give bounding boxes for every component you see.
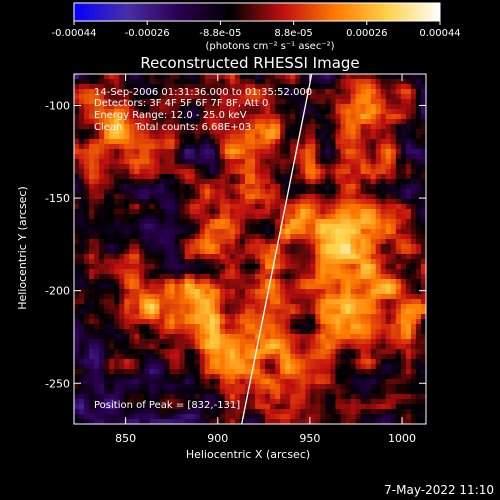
colorbar-ticks: -0.00044 -0.00026 -8.8e-05 8.8e-05 0.00026 0.… <box>52 21 461 39</box>
y-tick-label: -250 <box>45 377 70 390</box>
y-tick-label: -150 <box>45 192 70 205</box>
solar-limb-line <box>241 74 313 424</box>
x-tick-label: 1000 <box>388 432 416 445</box>
colorbar <box>73 2 441 22</box>
chart-title: Reconstructed RHESSI Image <box>140 54 359 72</box>
colorbar-tick-label: 8.8e-05 <box>274 28 312 39</box>
peak-position-label: Position of Peak = [832,-131] <box>94 400 240 411</box>
heatmap-image <box>74 74 426 424</box>
y-axis-label: Heliocentric Y (arcsec) <box>16 186 29 310</box>
colorbar-tick-label: -8.8e-05 <box>199 28 241 39</box>
colorbar-tick-label: -0.00026 <box>125 28 170 39</box>
colorbar-tick-label: 0.00026 <box>346 28 387 39</box>
x-tick-label: 900 <box>207 432 228 445</box>
annotation-block: 14-Sep-2006 01:31:36.000 to 01:35:52.000… <box>94 87 312 133</box>
annotation-time-range: 14-Sep-2006 01:31:36.000 to 01:35:52.000 <box>94 87 312 98</box>
colorbar-tick-label: -0.00044 <box>52 28 97 39</box>
axes: 850 900 950 1000 -100 -150 -200 -250 <box>45 74 426 445</box>
plot-frame <box>73 73 427 425</box>
y-tick-label: -200 <box>45 285 70 298</box>
colorbar-tick-label: 0.00044 <box>419 28 460 39</box>
annotation-clean-counts: Clean Total counts: 6.68E+03 <box>94 122 251 133</box>
annotation-detectors: Detectors: 3F 4F 5F 6F 7F 8F, Att 0 <box>94 98 268 109</box>
y-tick-label: -100 <box>45 99 70 112</box>
colorbar-unit-label: (photons cm⁻² s⁻¹ asec⁻²) <box>205 41 334 52</box>
x-tick-label: 850 <box>115 432 136 445</box>
x-tick-label: 950 <box>299 432 320 445</box>
annotation-energy-range: Energy Range: 12.0 - 25.0 keV <box>94 110 247 121</box>
footer-timestamp: 7-May-2022 11:10 <box>384 483 494 497</box>
x-axis-label: Heliocentric X (arcsec) <box>186 448 310 461</box>
